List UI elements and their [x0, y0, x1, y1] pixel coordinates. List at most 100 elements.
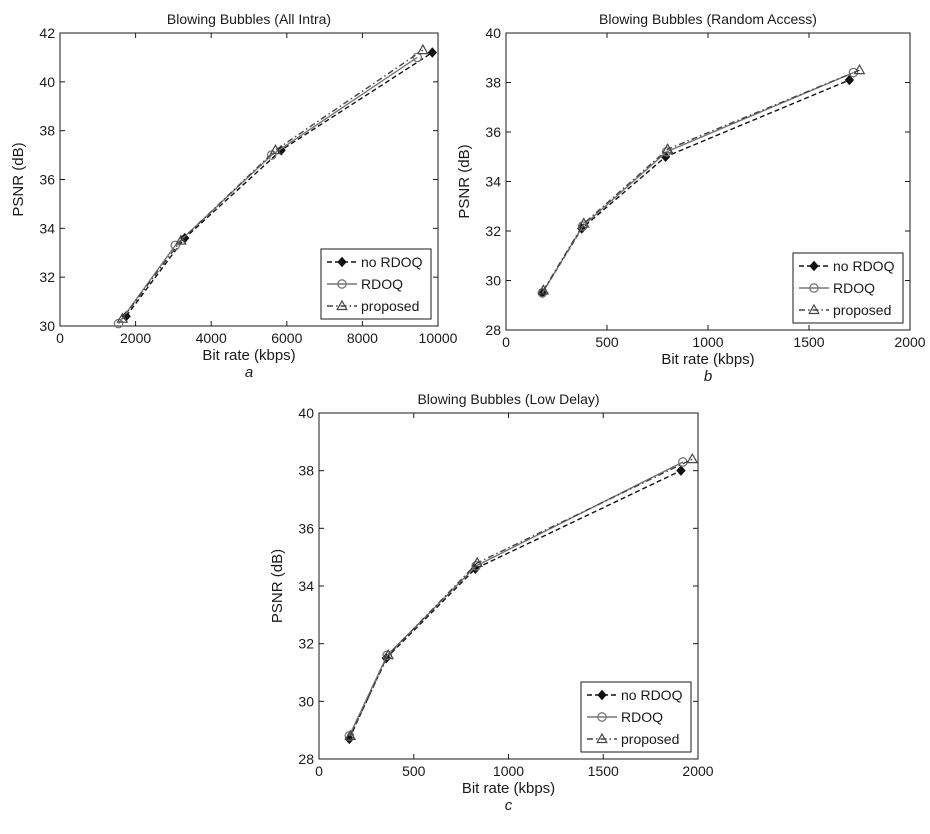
legend-marker — [597, 689, 607, 701]
legend-marker — [337, 279, 347, 289]
legend-marker — [596, 732, 608, 744]
data-point — [853, 63, 866, 75]
legend-marker — [597, 712, 607, 722]
data-point — [686, 452, 699, 464]
x-axis-label: Bit rate (kbps) — [202, 347, 295, 364]
panel-label: a — [245, 364, 253, 381]
y-tick-label: 36 — [485, 124, 501, 140]
legend-label: proposed — [361, 298, 419, 314]
y-tick-label: 28 — [485, 322, 501, 338]
series-line-2 — [542, 69, 860, 291]
y-axis-label: PSNR (dB) — [269, 549, 286, 623]
legend-marker — [336, 299, 348, 311]
legend-label: no RDOQ — [361, 254, 423, 270]
y-tick-label: 32 — [485, 223, 501, 239]
y-tick-label: 30 — [298, 693, 314, 709]
y-tick-label: 36 — [39, 172, 55, 188]
legend-marker — [808, 303, 820, 315]
x-tick-label: 1000 — [692, 334, 723, 350]
x-axis-label: Bit rate (kbps) — [462, 780, 555, 797]
data-point — [471, 556, 484, 568]
y-tick-label: 32 — [39, 269, 55, 285]
x-tick-label: 500 — [595, 334, 619, 350]
y-tick-label: 42 — [39, 25, 55, 41]
data-point — [382, 648, 394, 660]
series-line-0 — [541, 79, 850, 294]
data-point — [577, 217, 590, 228]
legend-marker — [337, 256, 347, 268]
series-line-2 — [121, 49, 424, 320]
data-point — [417, 43, 429, 55]
series-line-0 — [125, 51, 433, 317]
legend-label: proposed — [621, 731, 679, 747]
y-tick-label: 32 — [298, 636, 314, 652]
y-tick-label: 34 — [485, 174, 501, 190]
panel-label: c — [505, 797, 513, 814]
panel-label: b — [704, 368, 712, 385]
data-point — [344, 729, 357, 741]
chart-title: Blowing Bubbles (Low Delay) — [417, 391, 599, 407]
data-point — [661, 143, 674, 154]
legend-marker — [809, 260, 819, 272]
y-tick-label: 34 — [298, 578, 314, 594]
x-tick-label: 0 — [315, 763, 323, 779]
chart-panel-0: Blowing Bubbles (All Intra) 0 2000 4000 6000… — [10, 11, 458, 381]
y-tick-label: 40 — [485, 25, 501, 41]
data-point — [844, 74, 855, 86]
x-axis-label: Bit rate (kbps) — [661, 351, 754, 368]
data-point — [427, 47, 437, 58]
y-tick-label: 38 — [39, 123, 55, 139]
y-tick-label: 38 — [298, 463, 314, 479]
legend-label: no RDOQ — [833, 258, 895, 274]
x-tick-label: 0 — [56, 330, 64, 346]
data-point — [471, 560, 482, 571]
x-tick-label: 10000 — [419, 330, 458, 346]
y-tick-label: 40 — [298, 405, 314, 421]
x-tick-label: 2000 — [120, 330, 151, 346]
x-tick-label: 1000 — [493, 763, 524, 779]
chart-title: Blowing Bubbles (All Intra) — [167, 11, 331, 27]
x-tick-label: 1500 — [588, 763, 619, 779]
y-tick-label: 28 — [298, 751, 314, 767]
series-line-1 — [118, 56, 418, 324]
legend-label: RDOQ — [621, 709, 663, 725]
x-tick-label: 8000 — [347, 330, 378, 346]
chart-title: Blowing Bubbles (Random Access) — [599, 11, 817, 27]
data-point — [269, 143, 282, 155]
x-tick-label: 1500 — [793, 334, 824, 350]
data-point — [175, 234, 187, 245]
legend-marker — [809, 283, 819, 293]
data-point — [537, 288, 548, 298]
chart-panel-2: Blowing Bubbles (Low Delay) 0 500 1000 1500 2… — [269, 391, 714, 814]
legend: no RDOQ RDOQ proposed — [792, 252, 904, 324]
y-tick-label: 38 — [485, 75, 501, 91]
x-tick-label: 6000 — [271, 330, 302, 346]
legend-label: no RDOQ — [621, 687, 683, 703]
series-line-2 — [349, 458, 693, 737]
y-tick-label: 36 — [298, 520, 314, 536]
data-point — [116, 312, 129, 323]
y-tick-label: 40 — [39, 74, 55, 90]
data-point — [676, 465, 686, 476]
y-tick-label: 34 — [39, 220, 55, 236]
data-point — [170, 240, 181, 251]
data-point — [577, 221, 588, 231]
legend-label: RDOQ — [361, 276, 403, 292]
data-point — [537, 284, 550, 295]
y-axis-label: PSNR (dB) — [456, 144, 473, 218]
data-point — [661, 146, 672, 157]
y-tick-label: 30 — [39, 318, 55, 334]
y-axis-label: PSNR (dB) — [10, 142, 27, 216]
legend-label: proposed — [833, 302, 891, 318]
data-point — [848, 67, 859, 78]
chart-panel-1: Blowing Bubbles (Random Access) 0 500 1000 1… — [456, 11, 926, 385]
legend: no RDOQ RDOQ proposed — [320, 248, 432, 320]
y-tick-label: 30 — [485, 273, 501, 289]
legend: no RDOQ RDOQ proposed — [580, 681, 692, 753]
x-tick-label: 0 — [502, 334, 510, 350]
x-tick-label: 2000 — [682, 763, 713, 779]
x-tick-label: 2000 — [894, 334, 925, 350]
x-tick-label: 500 — [402, 763, 426, 779]
legend-label: RDOQ — [833, 280, 875, 296]
